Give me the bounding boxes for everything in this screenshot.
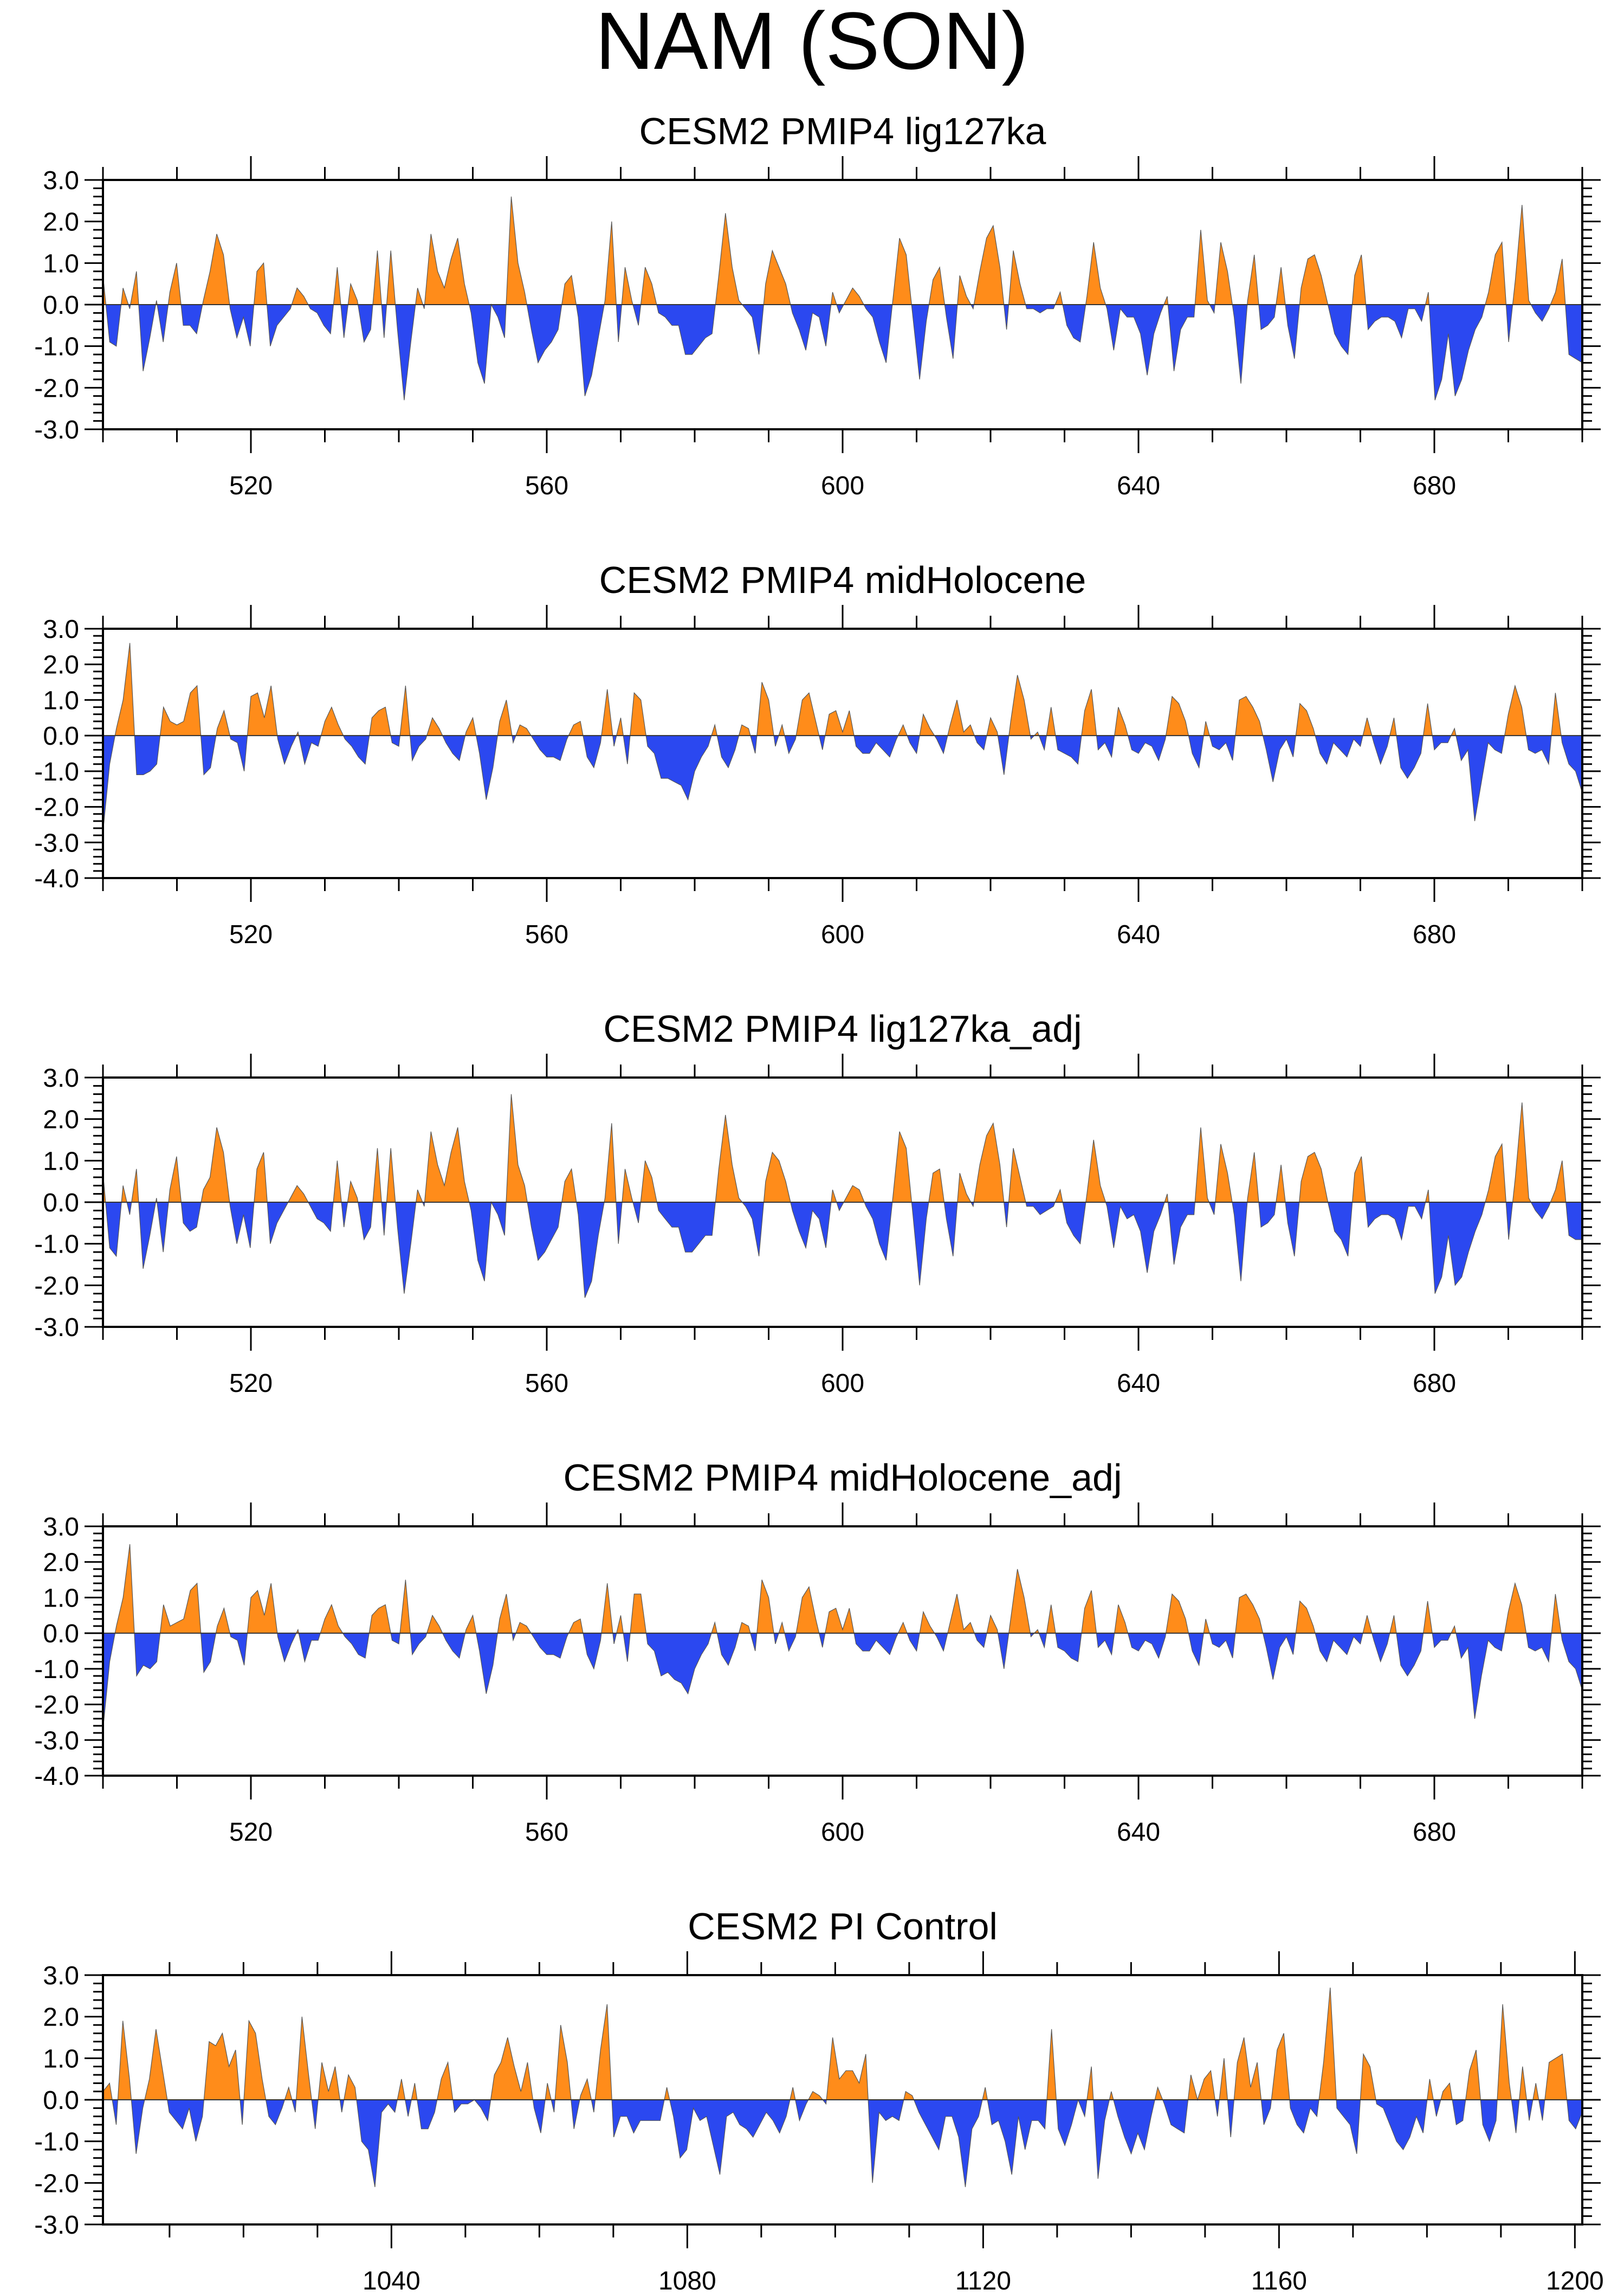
x-tick-label: 560 — [525, 472, 568, 500]
y-tick-label: 1.0 — [43, 2045, 79, 2073]
y-tick-label: 2.0 — [43, 1106, 79, 1134]
y-tick-label: 3.0 — [43, 1962, 79, 1990]
figure-title: NAM (SON) — [595, 0, 1029, 86]
x-tick-label: 1160 — [1251, 2267, 1307, 2295]
x-tick-label: 600 — [821, 1818, 864, 1847]
panel-title: CESM2 PMIP4 lig127ka — [639, 110, 1046, 152]
x-tick-label: 1040 — [363, 2267, 420, 2295]
y-tick-label: -4.0 — [34, 1762, 79, 1791]
x-tick-label: 560 — [525, 920, 568, 949]
panel-title: CESM2 PI Control — [688, 1905, 998, 1947]
x-tick-label: 560 — [525, 1369, 568, 1398]
y-tick-label: 3.0 — [43, 1513, 79, 1542]
y-tick-label: 0.0 — [43, 1189, 79, 1217]
y-tick-label: -4.0 — [34, 865, 79, 893]
y-tick-label: -2.0 — [34, 1272, 79, 1300]
y-tick-label: 2.0 — [43, 2003, 79, 2032]
y-tick-label: -2.0 — [34, 1691, 79, 1720]
y-tick-label: -3.0 — [34, 829, 79, 857]
x-tick-label: 640 — [1117, 920, 1160, 949]
y-tick-label: 3.0 — [43, 166, 79, 195]
x-tick-label: 600 — [821, 920, 864, 949]
y-tick-label: 1.0 — [43, 1584, 79, 1613]
x-tick-label: 640 — [1117, 1369, 1160, 1398]
positive-area — [103, 196, 1582, 305]
plot-frame — [102, 1525, 1583, 1777]
y-tick-label: -3.0 — [34, 1726, 79, 1755]
panel-2: CESM2 PMIP4 midHolocene -4.0 -3.0 -2.0 -1.0 0… — [34, 559, 1601, 949]
panel-title: CESM2 PMIP4 midHolocene_adj — [563, 1456, 1122, 1499]
y-tick-label: 1.0 — [43, 1147, 79, 1176]
series-line — [102, 196, 1583, 401]
panel-title: CESM2 PMIP4 midHolocene — [599, 559, 1086, 601]
positive-area — [103, 1094, 1582, 1202]
panel-title: CESM2 PMIP4 lig127ka_adj — [603, 1008, 1082, 1050]
y-tick-label: 0.0 — [43, 1620, 79, 1648]
x-tick-label: 600 — [821, 472, 864, 500]
negative-area — [103, 305, 1582, 401]
y-tick-label: -1.0 — [34, 1230, 79, 1259]
y-tick-label: -1.0 — [34, 333, 79, 362]
series-line — [102, 1094, 1582, 1298]
series-line — [102, 643, 1583, 832]
x-tick-label: 640 — [1117, 472, 1160, 500]
x-tick-label: 680 — [1413, 1369, 1456, 1398]
y-tick-label: -3.0 — [34, 416, 79, 444]
panel-5: CESM2 PI Control -3.0 -2.0 -1.0 0.0 1.0 2.0 3.0… — [34, 1905, 1603, 2295]
y-tick-label: 2.0 — [43, 1549, 79, 1577]
y-tick-label: -2.0 — [34, 374, 79, 403]
y-tick-label: 0.0 — [43, 2086, 79, 2115]
y-tick-label: 1.0 — [43, 249, 79, 278]
negative-area — [103, 2100, 1582, 2187]
y-tick-label: 2.0 — [43, 208, 79, 237]
x-tick-label: 1120 — [955, 2267, 1011, 2295]
x-tick-label: 640 — [1117, 1818, 1160, 1847]
negative-area — [103, 1202, 1582, 1298]
y-tick-label: 1.0 — [43, 686, 79, 715]
positive-area — [103, 1544, 1582, 1634]
y-tick-label: 3.0 — [43, 615, 79, 644]
negative-area — [103, 1633, 1582, 1730]
y-tick-label: 2.0 — [43, 651, 79, 680]
y-tick-label: -2.0 — [34, 794, 79, 822]
y-tick-label: -3.0 — [34, 1313, 79, 1342]
y-tick-label: 0.0 — [43, 722, 79, 751]
x-tick-label: 1080 — [658, 2267, 716, 2295]
positive-area — [103, 1988, 1582, 2100]
panel-1: CESM2 PMIP4 lig127ka -3.0 -2.0 -1.0 0.0 1.0 2.… — [34, 110, 1601, 500]
x-tick-label: 520 — [229, 472, 273, 500]
x-tick-label: 560 — [525, 1818, 568, 1847]
panel-4: CESM2 PMIP4 midHolocene_adj -4.0 -3.0 -2.0 -… — [34, 1456, 1601, 1847]
y-tick-label: -1.0 — [34, 758, 79, 786]
positive-area — [103, 643, 1582, 736]
x-tick-label: 680 — [1413, 472, 1456, 500]
y-tick-label: 0.0 — [43, 291, 79, 320]
x-tick-label: 520 — [229, 920, 273, 949]
y-tick-label: 3.0 — [43, 1064, 79, 1093]
y-tick-label: -1.0 — [34, 2128, 79, 2157]
series-line — [102, 1987, 1583, 2188]
x-tick-label: 520 — [229, 1369, 273, 1398]
x-tick-label: 680 — [1413, 920, 1456, 949]
y-tick-label: -3.0 — [34, 2211, 79, 2240]
x-tick-label: 680 — [1413, 1818, 1456, 1847]
x-tick-label: 1200 — [1546, 2267, 1604, 2295]
plot-frame — [102, 628, 1583, 879]
x-tick-label: 520 — [229, 1818, 273, 1847]
x-tick-label: 600 — [821, 1369, 864, 1398]
negative-area — [103, 736, 1582, 832]
panel-3: CESM2 PMIP4 lig127ka_adj -3.0 -2.0 -1.0 0.0 1… — [34, 1008, 1601, 1398]
series-line — [102, 1544, 1583, 1730]
y-tick-label: -1.0 — [34, 1655, 79, 1684]
y-tick-label: -2.0 — [34, 2169, 79, 2198]
